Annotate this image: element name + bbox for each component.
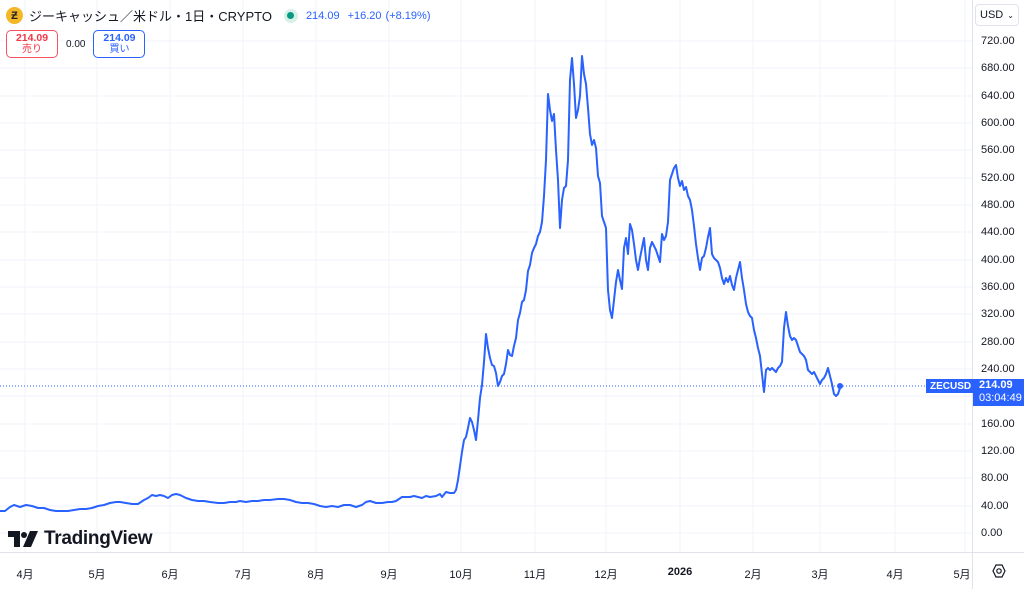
- settings-gear-icon: [992, 564, 1006, 578]
- tradingview-logo-icon: [8, 531, 38, 547]
- y-tick: 440.00: [981, 226, 1015, 238]
- market-open-status-icon: [283, 8, 298, 23]
- tradingview-logo[interactable]: TradingView: [8, 528, 153, 550]
- y-tick: 80.00: [981, 472, 1009, 484]
- symbol-title: ジーキャッシュ／米ドル・1日・CRYPTO: [29, 9, 272, 24]
- x-tick: 11月: [523, 569, 547, 581]
- x-tick: 9月: [380, 569, 398, 581]
- last-price-axis-value: 214.09: [979, 379, 1013, 391]
- sell-button[interactable]: 214.09 売り: [6, 30, 58, 58]
- y-tick: 680.00: [981, 62, 1015, 74]
- x-tick: 5月: [953, 569, 971, 581]
- y-tick: 40.00: [981, 500, 1009, 512]
- x-tick: 8月: [307, 569, 325, 581]
- y-tick: 520.00: [981, 172, 1015, 184]
- chevron-down-icon: ⌄: [1007, 10, 1014, 20]
- price-line-chart: [0, 0, 972, 552]
- last-price-value: 214.09: [305, 9, 340, 22]
- y-tick: 240.00: [981, 363, 1015, 375]
- y-tick: 560.00: [981, 144, 1015, 156]
- y-tick: 720.00: [981, 35, 1015, 47]
- symbol-price-label: ZECUSD: [926, 379, 976, 393]
- buy-button[interactable]: 214.09 買い: [93, 30, 146, 58]
- y-tick: 400.00: [981, 254, 1015, 266]
- price-series-line: [0, 55, 843, 512]
- sell-price: 214.09: [15, 32, 49, 44]
- x-tick: 5月: [88, 569, 106, 581]
- x-tick: 7月: [234, 569, 252, 581]
- logo-text: TradingView: [44, 528, 153, 549]
- chart-plot-area[interactable]: [0, 0, 972, 552]
- sell-label: 売り: [22, 44, 42, 55]
- price-change-percent: (+8.19%): [385, 9, 431, 22]
- last-point-marker: [837, 383, 843, 389]
- y-tick: 320.00: [981, 308, 1015, 320]
- buy-label: 買い: [109, 44, 130, 55]
- horizontal-gridlines: [0, 40, 972, 534]
- x-tick: 4月: [16, 569, 34, 581]
- spread-value: 0.00: [66, 38, 86, 50]
- x-tick: 10月: [449, 569, 473, 581]
- y-tick: 360.00: [981, 281, 1015, 293]
- y-tick: 120.00: [981, 445, 1015, 457]
- x-tick: 4月: [886, 569, 904, 581]
- x-tick: 12月: [594, 569, 618, 581]
- x-tick-year: 2026: [667, 566, 693, 578]
- y-tick: 280.00: [981, 336, 1015, 348]
- y-tick: 640.00: [981, 90, 1015, 102]
- y-tick: 160.00: [981, 418, 1015, 430]
- price-axis[interactable]: 720.00 680.00 640.00 600.00 560.00 520.0…: [972, 0, 1024, 552]
- time-axis[interactable]: [0, 552, 972, 589]
- y-tick: 480.00: [981, 199, 1015, 211]
- x-tick: 2月: [744, 569, 762, 581]
- zcash-coin-icon: Ƶ: [6, 7, 23, 24]
- currency-value: USD: [980, 9, 1004, 21]
- trade-panel: 214.09 売り 0.00 214.09 買い: [6, 30, 146, 58]
- last-price-label: 214.09 03:04:49: [973, 379, 1024, 406]
- vertical-gridlines: [24, 0, 966, 552]
- chart-settings-button[interactable]: [972, 552, 1024, 589]
- price-change-value: +16.20: [347, 9, 382, 22]
- x-tick: 3月: [811, 569, 829, 581]
- y-tick: 600.00: [981, 117, 1015, 129]
- buy-price: 214.09: [103, 32, 136, 44]
- symbol-legend[interactable]: Ƶ ジーキャッシュ／米ドル・1日・CRYPTO 214.09 +16.20 (+…: [6, 6, 431, 25]
- bar-countdown: 03:04:49: [979, 392, 1022, 404]
- currency-selector[interactable]: USD ⌄: [975, 4, 1019, 26]
- y-tick: 0.00: [981, 527, 1003, 539]
- x-tick: 6月: [161, 569, 179, 581]
